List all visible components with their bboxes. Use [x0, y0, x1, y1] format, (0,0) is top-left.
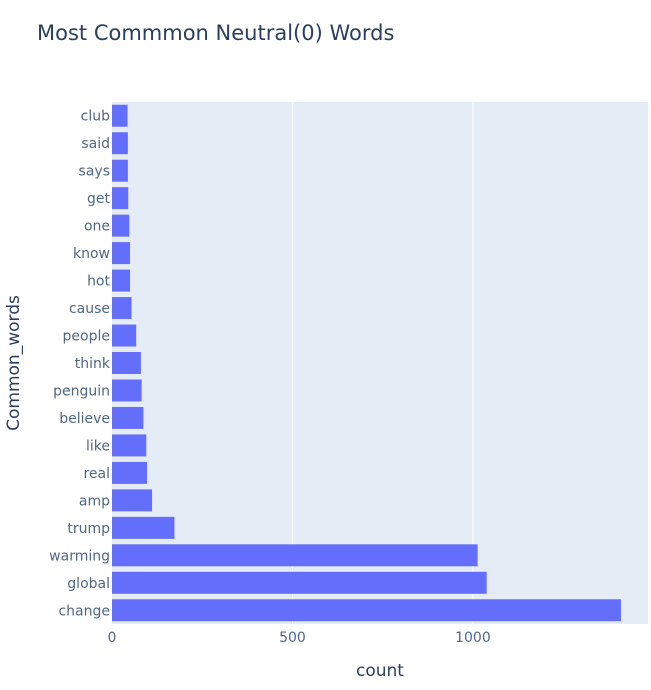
x-tick-label: 0: [108, 630, 117, 646]
bar-amp: [112, 489, 153, 512]
y-tick-label: amp: [79, 493, 110, 509]
y-tick-labels: club said says get one know hot cause people thin…: [49, 109, 111, 620]
bar-know: [112, 242, 131, 265]
y-tick-label: club: [81, 109, 110, 125]
bars: [112, 104, 621, 622]
y-tick-label: change: [58, 603, 110, 619]
y-tick-label: like: [86, 438, 110, 454]
y-tick-label: global: [67, 576, 110, 592]
y-tick-label: said: [81, 136, 110, 152]
y-tick-label: trump: [67, 521, 110, 537]
bar-cause: [112, 297, 132, 320]
grid-lines: [291, 102, 474, 624]
bar-global: [112, 571, 487, 594]
y-tick-label: believe: [59, 411, 110, 427]
x-tick-labels: 0 500 1000: [108, 630, 491, 646]
bar-real: [112, 461, 148, 484]
bar-change: [112, 599, 621, 622]
y-tick-label: penguin: [53, 383, 110, 399]
bar-like: [112, 434, 147, 457]
y-tick-label: cause: [69, 301, 110, 317]
bar-warming: [112, 544, 478, 567]
y-tick-label: warming: [49, 548, 110, 564]
y-axis-title: Common_words: [4, 295, 24, 431]
y-tick-label: think: [75, 356, 111, 372]
y-tick-label: people: [63, 329, 110, 345]
y-tick-label: real: [83, 466, 110, 482]
plot-background: [112, 102, 648, 624]
bar-club: [112, 104, 128, 127]
x-tick-label: 500: [279, 630, 306, 646]
bar-one: [112, 214, 130, 237]
bar-trump: [112, 516, 175, 539]
bar-says: [112, 159, 128, 182]
y-tick-label: one: [84, 219, 110, 235]
y-tick-label: hot: [87, 274, 110, 290]
bar-think: [112, 352, 141, 374]
y-tick-label: get: [87, 191, 111, 207]
y-tick-label: know: [73, 246, 110, 262]
bar-said: [112, 132, 128, 155]
x-axis-title: count: [356, 661, 404, 681]
bar-penguin: [112, 379, 142, 402]
bar-get: [112, 187, 129, 210]
y-tick-label: says: [79, 164, 110, 180]
bar-people: [112, 324, 137, 347]
bar-hot: [112, 269, 131, 292]
chart-title: Most Commmon Neutral(0) Words: [37, 21, 394, 45]
x-tick-label: 1000: [455, 630, 491, 646]
bar-believe: [112, 406, 144, 429]
